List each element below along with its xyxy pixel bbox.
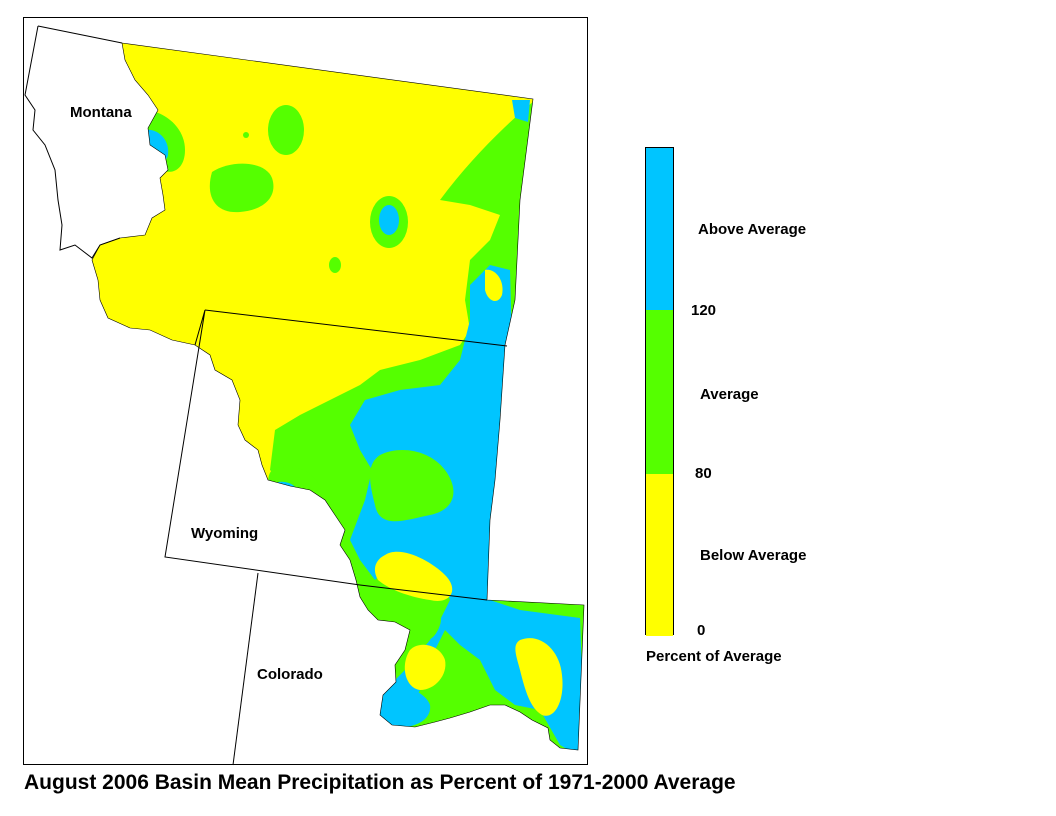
average-patch-7 — [243, 132, 249, 138]
below-patch-3 — [485, 269, 503, 302]
wyoming-boundary — [164, 309, 361, 586]
legend-label-below: Below Average — [700, 547, 807, 564]
montana-wyoming-boundary — [204, 309, 508, 347]
average-patch-4 — [209, 163, 274, 213]
above-patch-1 — [379, 205, 399, 235]
below-patch-4 — [404, 644, 446, 690]
legend-break-0: 0 — [697, 622, 706, 639]
legend-swatch-below — [646, 474, 673, 636]
average-patch-2 — [407, 599, 441, 641]
legend-label-average: Average — [700, 386, 759, 403]
basin-outline — [91, 42, 585, 751]
map-frame — [23, 17, 588, 765]
average-patch-6 — [329, 257, 341, 273]
legend-caption: Percent of Average — [646, 648, 782, 665]
below-patch-2 — [515, 638, 563, 716]
average-patch-3 — [268, 105, 304, 155]
average-patch-1 — [370, 450, 454, 522]
state-boundaries — [24, 25, 508, 766]
legend-swatch-average — [646, 310, 673, 474]
montana-label: Montana — [70, 104, 132, 121]
montana-boundary — [24, 25, 123, 259]
colorado-label: Colorado — [257, 666, 323, 683]
map-title: August 2006 Basin Mean Precipitation as … — [24, 771, 736, 794]
above-average-zone-east — [350, 265, 584, 750]
legend-color-bar — [645, 147, 674, 636]
wyoming-label: Wyoming — [191, 525, 259, 542]
legend-swatch-above — [646, 148, 673, 310]
colorado-boundary — [232, 572, 259, 766]
above-patch-5 — [376, 685, 431, 728]
legend-break-80: 80 — [695, 465, 712, 482]
wyoming-colorado-boundary — [359, 584, 488, 601]
legend-break-120: 120 — [691, 302, 717, 319]
legend-label-above: Above Average — [698, 221, 807, 238]
above-patch-4 — [512, 100, 530, 122]
